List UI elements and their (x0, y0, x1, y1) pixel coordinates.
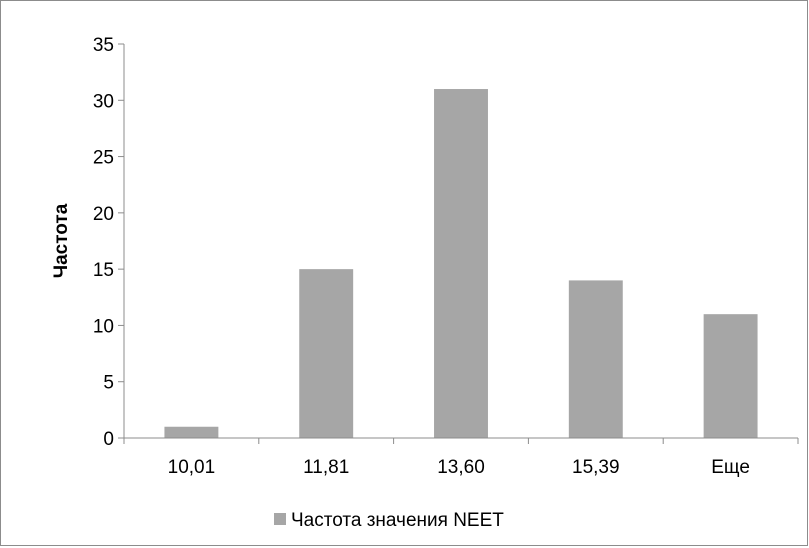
y-tick-label: 30 (93, 91, 114, 112)
y-tick-label: 10 (93, 316, 114, 337)
y-tick-label: 20 (93, 204, 114, 225)
x-tick-label: 11,81 (303, 457, 349, 478)
bar-2 (299, 269, 354, 438)
x-tick-label: 13,60 (437, 457, 485, 478)
x-tick-label: 15,39 (572, 457, 620, 478)
y-tick-label: 5 (103, 373, 114, 394)
y-tick-label: 15 (93, 260, 114, 281)
bar-3 (434, 89, 488, 439)
legend: Частота значения NEET (274, 510, 504, 531)
y-tick-label: 35 (93, 35, 114, 56)
bar-1 (164, 426, 219, 438)
y-tick-label: 0 (103, 429, 114, 450)
x-tick-label: 10,01 (168, 457, 216, 478)
y-axis-title: Частота (51, 203, 72, 278)
bar-5 (703, 314, 758, 438)
x-axis-ticks: 10,01 11,81 13,60 15,39 Еще (123, 438, 799, 478)
y-tick-label: 25 (93, 148, 114, 169)
legend-swatch (274, 513, 286, 525)
legend-label-neet: Частота значения NEET (291, 510, 504, 531)
y-axis-ticks: 0 5 10 15 20 25 30 35 (93, 35, 124, 450)
bar-4 (568, 280, 623, 438)
bar-series (164, 89, 758, 439)
x-tick-label: Еще (711, 457, 750, 478)
